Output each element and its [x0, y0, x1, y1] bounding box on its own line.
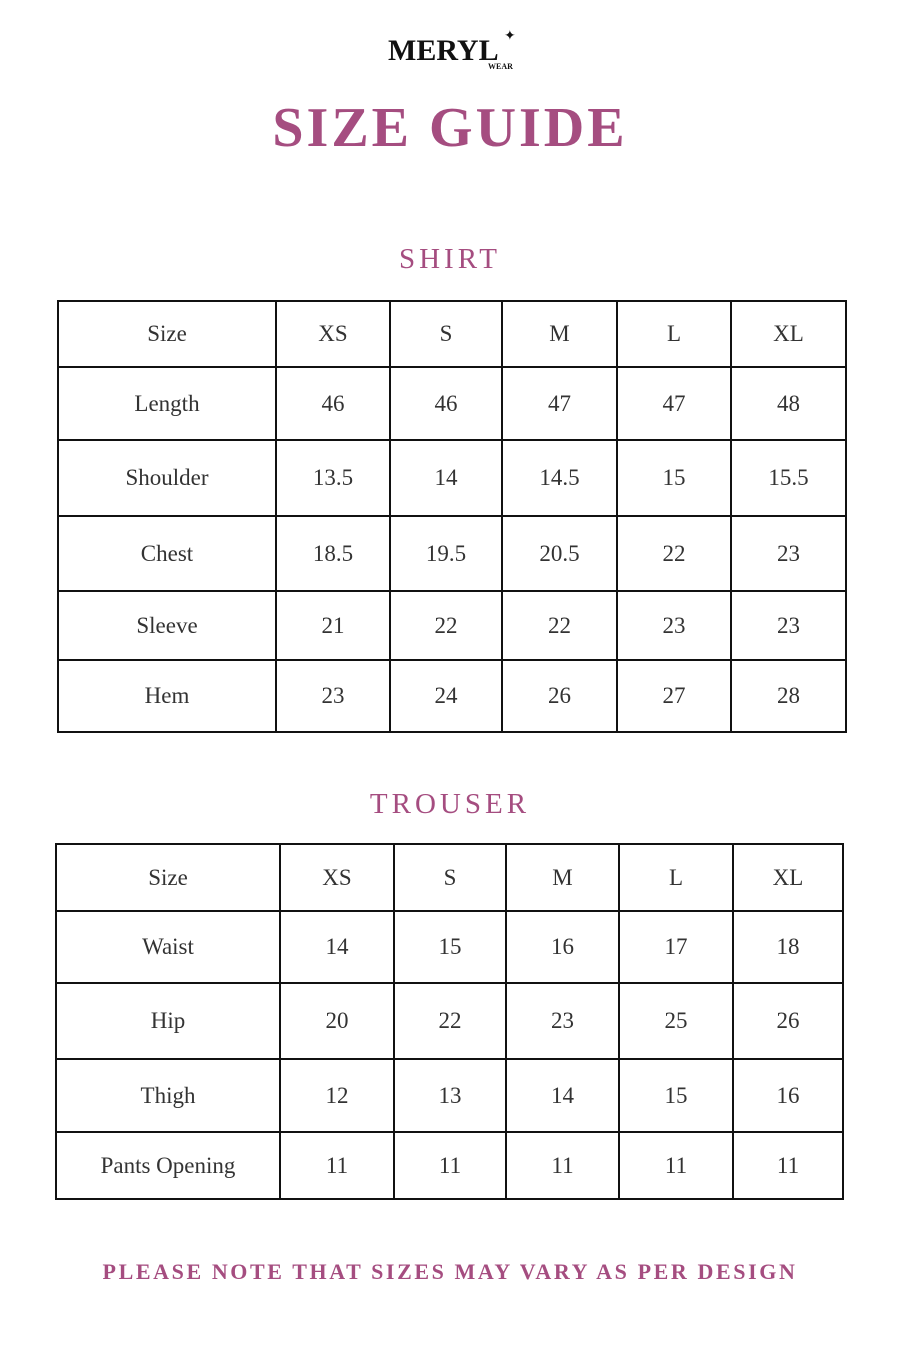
table-row: Length 46 46 47 47 48 — [57, 366, 847, 441]
value-cell: XL — [730, 300, 847, 368]
value-cell: 14 — [389, 439, 503, 517]
value-cell: 21 — [275, 590, 391, 661]
row-label-cell: Hem — [57, 659, 277, 733]
value-cell: 14 — [279, 910, 395, 984]
table-row: Shoulder 13.5 14 14.5 15 15.5 — [57, 439, 847, 517]
value-cell: XL — [732, 843, 844, 912]
page-title: SIZE GUIDE — [272, 97, 628, 159]
value-cell: 28 — [730, 659, 847, 733]
value-cell: 25 — [618, 982, 734, 1060]
row-label-cell: Length — [57, 366, 277, 441]
row-label-cell: Size — [57, 300, 277, 368]
value-cell: 15 — [616, 439, 732, 517]
value-cell: 23 — [730, 590, 847, 661]
value-cell: M — [505, 843, 620, 912]
row-label-cell: Hip — [55, 982, 281, 1060]
value-cell: 27 — [616, 659, 732, 733]
value-cell: 23 — [730, 515, 847, 592]
value-cell: 17 — [618, 910, 734, 984]
trouser-heading: TROUSER — [369, 788, 531, 820]
row-label-cell: Thigh — [55, 1058, 281, 1133]
value-cell: XS — [275, 300, 391, 368]
brand-logo: MERYL ✦ WEAR — [388, 29, 518, 77]
logo-subtext: WEAR — [488, 62, 513, 71]
leaf-icon: ✦ — [504, 29, 516, 44]
table-row: Thigh 12 13 14 15 16 — [55, 1058, 844, 1133]
value-cell: L — [616, 300, 732, 368]
value-cell: L — [618, 843, 734, 912]
table-row: Sleeve 21 22 22 23 23 — [57, 590, 847, 661]
value-cell: 16 — [505, 910, 620, 984]
value-cell: 22 — [616, 515, 732, 592]
value-cell: 20 — [279, 982, 395, 1060]
value-cell: 48 — [730, 366, 847, 441]
row-label-cell: Chest — [57, 515, 277, 592]
value-cell: 47 — [616, 366, 732, 441]
value-cell: 11 — [279, 1131, 395, 1200]
table-row: Pants Opening 11 11 11 11 11 — [55, 1131, 844, 1200]
value-cell: 26 — [501, 659, 618, 733]
row-label-cell: Sleeve — [57, 590, 277, 661]
value-cell: M — [501, 300, 618, 368]
value-cell: 12 — [279, 1058, 395, 1133]
value-cell: 23 — [505, 982, 620, 1060]
value-cell: 46 — [389, 366, 503, 441]
value-cell: 22 — [393, 982, 507, 1060]
header-row: Size XS S M L XL — [55, 843, 844, 912]
sizing-note: PLEASE NOTE THAT SIZES MAY VARY AS PER D… — [102, 1259, 798, 1284]
row-label-cell: Shoulder — [57, 439, 277, 517]
value-cell: S — [393, 843, 507, 912]
logo-text: MERYL — [388, 34, 499, 67]
value-cell: 18 — [732, 910, 844, 984]
value-cell: 11 — [393, 1131, 507, 1200]
value-cell: 46 — [275, 366, 391, 441]
shirt-heading: SHIRT — [398, 243, 502, 275]
value-cell: 11 — [618, 1131, 734, 1200]
value-cell: 13.5 — [275, 439, 391, 517]
table-row: Waist 14 15 16 17 18 — [55, 910, 844, 984]
value-cell: 47 — [501, 366, 618, 441]
value-cell: 11 — [732, 1131, 844, 1200]
value-cell: 15 — [618, 1058, 734, 1133]
value-cell: 23 — [616, 590, 732, 661]
table-row: Hip 20 22 23 25 26 — [55, 982, 844, 1060]
value-cell: 11 — [505, 1131, 620, 1200]
value-cell: 19.5 — [389, 515, 503, 592]
table-row: Hem 23 24 26 27 28 — [57, 659, 847, 733]
row-label-cell: Size — [55, 843, 281, 912]
trouser-size-table: Size XS S M L XL Waist 14 15 16 17 18 Hip 20 22 23 25 26 T… — [55, 843, 844, 1200]
value-cell: 14.5 — [501, 439, 618, 517]
value-cell: 13 — [393, 1058, 507, 1133]
value-cell: 14 — [505, 1058, 620, 1133]
value-cell: 24 — [389, 659, 503, 733]
row-label-cell: Pants Opening — [55, 1131, 281, 1200]
value-cell: 22 — [501, 590, 618, 661]
value-cell: 22 — [389, 590, 503, 661]
value-cell: 23 — [275, 659, 391, 733]
value-cell: 26 — [732, 982, 844, 1060]
value-cell: XS — [279, 843, 395, 912]
value-cell: 20.5 — [501, 515, 618, 592]
value-cell: S — [389, 300, 503, 368]
value-cell: 16 — [732, 1058, 844, 1133]
table-row: Chest 18.5 19.5 20.5 22 23 — [57, 515, 847, 592]
shirt-size-table: Size XS S M L XL Length 46 46 47 47 48 Shoulder 13.5 1… — [57, 300, 847, 733]
value-cell: 18.5 — [275, 515, 391, 592]
row-label-cell: Waist — [55, 910, 281, 984]
value-cell: 15 — [393, 910, 507, 984]
value-cell: 15.5 — [730, 439, 847, 517]
header-row: Size XS S M L XL — [57, 300, 847, 368]
